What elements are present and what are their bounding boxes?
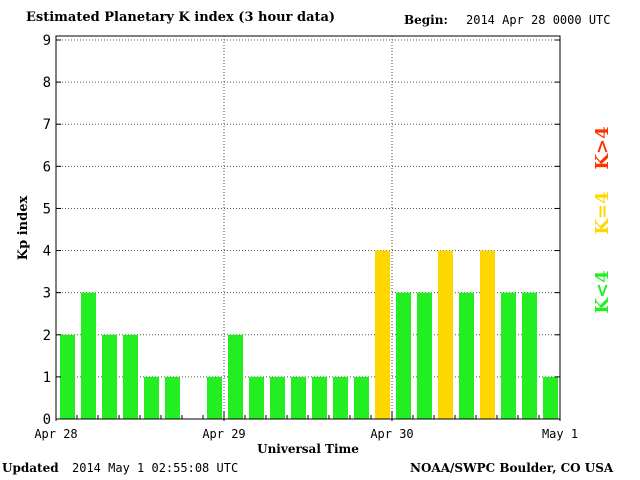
y-tick-label: 0 [43,412,51,428]
y-axis-ticks: 0 1 2 3 4 5 6 7 8 9 [43,33,561,428]
updated-label: Updated [2,461,59,475]
kp-bar [333,376,348,419]
x-axis-ticks: Apr 28 Apr 29 Apr 30 May 1 [34,411,578,441]
y-tick-label: 3 [43,286,51,302]
source-credit: NOAA/SWPC Boulder, CO USA [410,461,614,475]
y-tick-label: 8 [43,75,51,91]
x-tick-label: Apr 29 [202,427,245,441]
kp-bar [165,376,180,419]
y-tick-label: 2 [43,328,51,344]
y-tick-label: 1 [43,370,51,386]
x-tick-label: Apr 28 [34,427,77,441]
begin-label: Begin: [404,13,448,27]
updated-timestamp: 2014 May 1 02:55:08 UTC [72,461,239,475]
y-tick-label: 9 [43,33,51,49]
kp-bar [249,376,264,419]
kp-bar [291,376,306,419]
x-tick-label: May 1 [542,427,578,441]
gridlines [56,36,560,419]
kp-bar [60,334,75,419]
kp-bar [228,334,243,419]
kp-bar [501,292,516,419]
kp-bar [543,376,558,419]
legend-k-below-4: K<4 [592,270,613,313]
kp-bar [354,376,369,419]
kp-bar [396,292,411,419]
kp-bar [375,250,390,419]
kp-bar [207,376,222,419]
kp-bar [312,376,327,419]
kp-bar [270,376,285,419]
y-tick-label: 5 [43,201,51,217]
legend-k-above-4: K>4 [592,126,613,169]
kp-bar [480,250,495,419]
x-axis-label: Universal Time [257,442,359,456]
kp-bar [459,292,474,419]
begin-timestamp: 2014 Apr 28 0000 UTC [466,13,611,27]
y-tick-label: 6 [43,159,51,175]
kp-bar [123,334,138,419]
y-tick-label: 7 [43,117,51,133]
y-axis-label: Kp index [16,196,31,261]
kp-bar [81,292,96,419]
kp-bar [522,292,537,419]
y-tick-label: 4 [43,244,51,260]
kp-bar [144,376,159,419]
kp-bar [438,250,453,419]
x-tick-label: Apr 30 [370,427,413,441]
chart-title: Estimated Planetary K index (3 hour data… [26,10,336,25]
legend-k-equal-4: K=4 [592,191,613,234]
kp-bar [102,334,117,419]
kp-bar [417,292,432,419]
bars [60,250,558,419]
